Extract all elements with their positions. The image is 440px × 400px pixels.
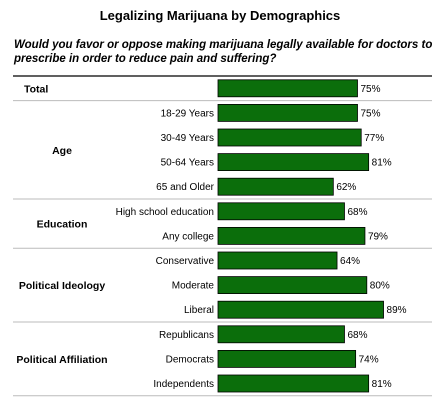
category-label: Moderate <box>172 281 215 292</box>
chart-subtitle: Would you favor or oppose making marijua… <box>14 39 433 65</box>
chart-title: Legalizing Marijuana by Demographics <box>99 8 341 23</box>
category-label: Democrats <box>166 354 214 365</box>
category-label: 50-64 Years <box>161 158 214 169</box>
data-label: 64% <box>340 256 360 267</box>
data-label: 62% <box>336 182 356 193</box>
group-label-political-ideology: Political Ideology <box>19 280 106 292</box>
bar <box>217 251 338 270</box>
data-label: 77% <box>364 133 384 144</box>
data-label: 81% <box>372 379 392 390</box>
category-label: Conservative <box>156 256 215 267</box>
bar <box>217 128 362 147</box>
data-label: 74% <box>359 354 379 365</box>
bar <box>217 349 357 368</box>
group-label-political-affiliation: Political Affiliation <box>16 354 107 366</box>
bar <box>217 153 370 172</box>
data-label: 68% <box>347 330 367 341</box>
category-label: 65 and Older <box>156 182 214 193</box>
data-label: 89% <box>387 305 407 316</box>
category-label: 18-29 Years <box>161 108 214 119</box>
data-label: 68% <box>347 207 367 218</box>
bar <box>217 300 384 319</box>
category-label: 30-49 Years <box>161 133 214 144</box>
category-label: Any college <box>162 231 214 242</box>
category-label: Republicans <box>159 330 214 341</box>
bar <box>217 79 358 98</box>
group-label-age: Age <box>52 145 72 157</box>
data-label: 81% <box>372 158 392 169</box>
bar <box>217 226 366 245</box>
group-label-total: Total <box>24 83 48 95</box>
category-label: Independents <box>153 379 214 390</box>
bar <box>217 177 334 196</box>
category-label: Liberal <box>184 305 214 316</box>
category-label: High school education <box>116 207 214 218</box>
data-label: 75% <box>361 108 381 119</box>
bar <box>217 325 345 344</box>
bar <box>217 374 370 393</box>
group-label-education: Education <box>37 219 88 231</box>
bar <box>217 202 345 221</box>
data-label: 79% <box>368 231 388 242</box>
data-label: 75% <box>361 84 381 95</box>
bar <box>217 104 358 122</box>
data-label: 80% <box>370 281 390 292</box>
bar <box>217 276 368 295</box>
